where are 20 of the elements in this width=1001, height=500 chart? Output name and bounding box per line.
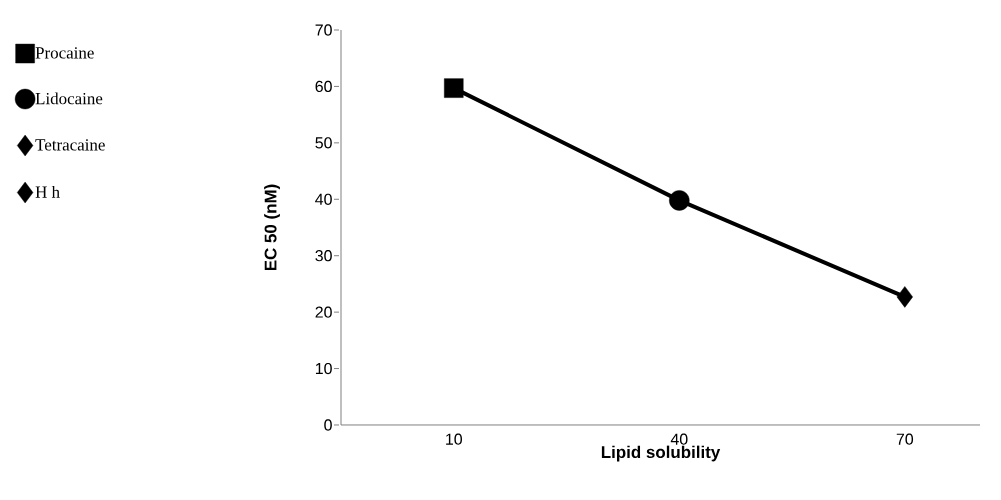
point <box>896 286 913 308</box>
legend-label: Procaine <box>35 47 94 59</box>
y-tick-label: 60 <box>315 80 332 93</box>
x-tick-label: 40 <box>670 433 688 445</box>
x-tick-label: 70 <box>896 433 914 445</box>
y-tick-label: 70 <box>315 24 332 36</box>
x-axis-title: Lipid solubility <box>601 445 721 462</box>
legend-label: H h <box>35 185 60 198</box>
point <box>444 78 464 98</box>
y-tick-label: 30 <box>315 250 332 262</box>
legend-label: Lidocaine <box>35 92 103 105</box>
y-tick-label: 40 <box>315 193 332 205</box>
point <box>669 190 690 211</box>
y-tick-label: 10 <box>315 362 332 375</box>
legend-label: Tetracaine <box>35 139 105 151</box>
y-tick-label: 20 <box>315 306 332 318</box>
y-tick-label: 50 <box>315 137 332 149</box>
y-tick-label: 0 <box>324 419 332 431</box>
y-axis-title: EC 50 (nM) <box>264 184 280 271</box>
x-tick-label: 10 <box>446 433 462 445</box>
